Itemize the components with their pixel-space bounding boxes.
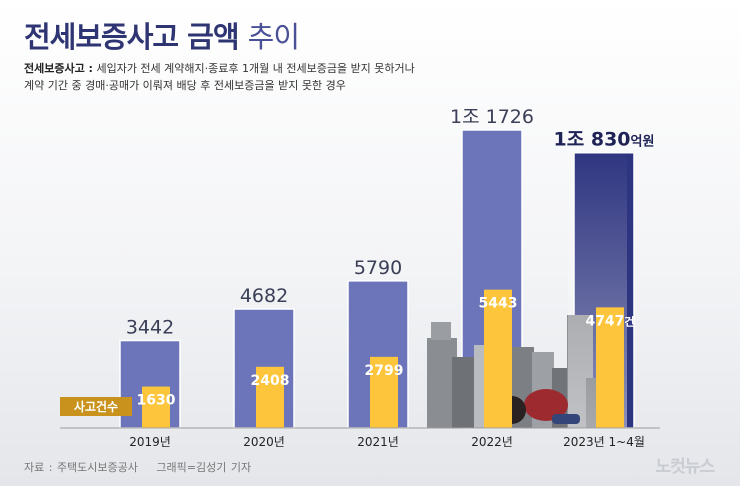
count-bar xyxy=(370,356,398,428)
x-tick-label: 2022년 xyxy=(471,435,513,449)
definition-term: 전세보증사고 : xyxy=(24,62,93,75)
source-note: 자료 : 주택도시보증공사 xyxy=(24,461,138,474)
title-light: 추이 xyxy=(247,20,300,54)
count-labels: 1630 2408 2799 5443 4747건 xyxy=(137,296,635,409)
title-bold: 전세보증사고 금액 xyxy=(24,20,240,54)
amount-labels: 3442 4682 5790 1조 1726 1조 830억원 xyxy=(126,106,655,339)
kneeling-person-body xyxy=(524,389,568,421)
credit-note: 그래픽=김성기 기자 xyxy=(156,461,252,474)
footer: 자료 : 주택도시보증공사 그래픽=김성기 기자 xyxy=(24,459,251,475)
count-bar xyxy=(596,307,624,428)
count-bar xyxy=(256,366,284,428)
definition-box: 전세보증사고 : 세입자가 전세 계약해지·종료후 1개월 내 전세보증금을 받… xyxy=(24,60,584,94)
count-label: 2408 xyxy=(251,373,290,389)
legend-count-label: 사고건수 xyxy=(74,399,118,414)
definition-line-2: 계약 기간 중 경매·공매가 이뤄져 배당 후 전세보증금을 받지 못한 경우 xyxy=(24,79,346,92)
amount-label: 5790 xyxy=(354,257,402,279)
count-label: 4747건 xyxy=(585,313,634,329)
amount-label: 1조 830억원 xyxy=(554,129,655,151)
definition-line-1: 세입자가 전세 계약해지·종료후 1개월 내 전세보증금을 받지 못하거나 xyxy=(96,62,415,75)
legend-count-bg xyxy=(60,397,132,416)
kneeling-person-leg xyxy=(552,414,580,424)
amount-label: 1조 1726 xyxy=(450,106,534,128)
amount-label: 3442 xyxy=(126,317,174,339)
count-bar xyxy=(484,289,512,428)
amount-unit: 억원 xyxy=(631,135,655,150)
chart-title: 전세보증사고 금액 추이 xyxy=(24,14,300,56)
count-unit: 건 xyxy=(624,314,634,328)
x-tick-label: 2019년 xyxy=(129,435,171,449)
x-tick-label: 2020년 xyxy=(243,435,285,449)
legend-count: 사고건수 xyxy=(60,397,132,416)
count-bars xyxy=(142,289,624,428)
count-label: 5443 xyxy=(479,296,518,312)
building xyxy=(452,357,476,428)
count-bar xyxy=(142,386,170,428)
amount-label: 4682 xyxy=(240,285,288,307)
x-tick-label: 2021년 xyxy=(357,435,399,449)
nocut-news-logo: 노컷뉴스 xyxy=(655,457,715,477)
x-axis-labels: 2019년 2020년 2021년 2022년 2023년 1~4월 xyxy=(129,435,645,449)
count-label: 1630 xyxy=(137,393,176,409)
count-label: 2799 xyxy=(365,363,404,379)
x-tick-label: 2023년 1~4월 xyxy=(563,435,645,449)
building xyxy=(431,322,451,340)
